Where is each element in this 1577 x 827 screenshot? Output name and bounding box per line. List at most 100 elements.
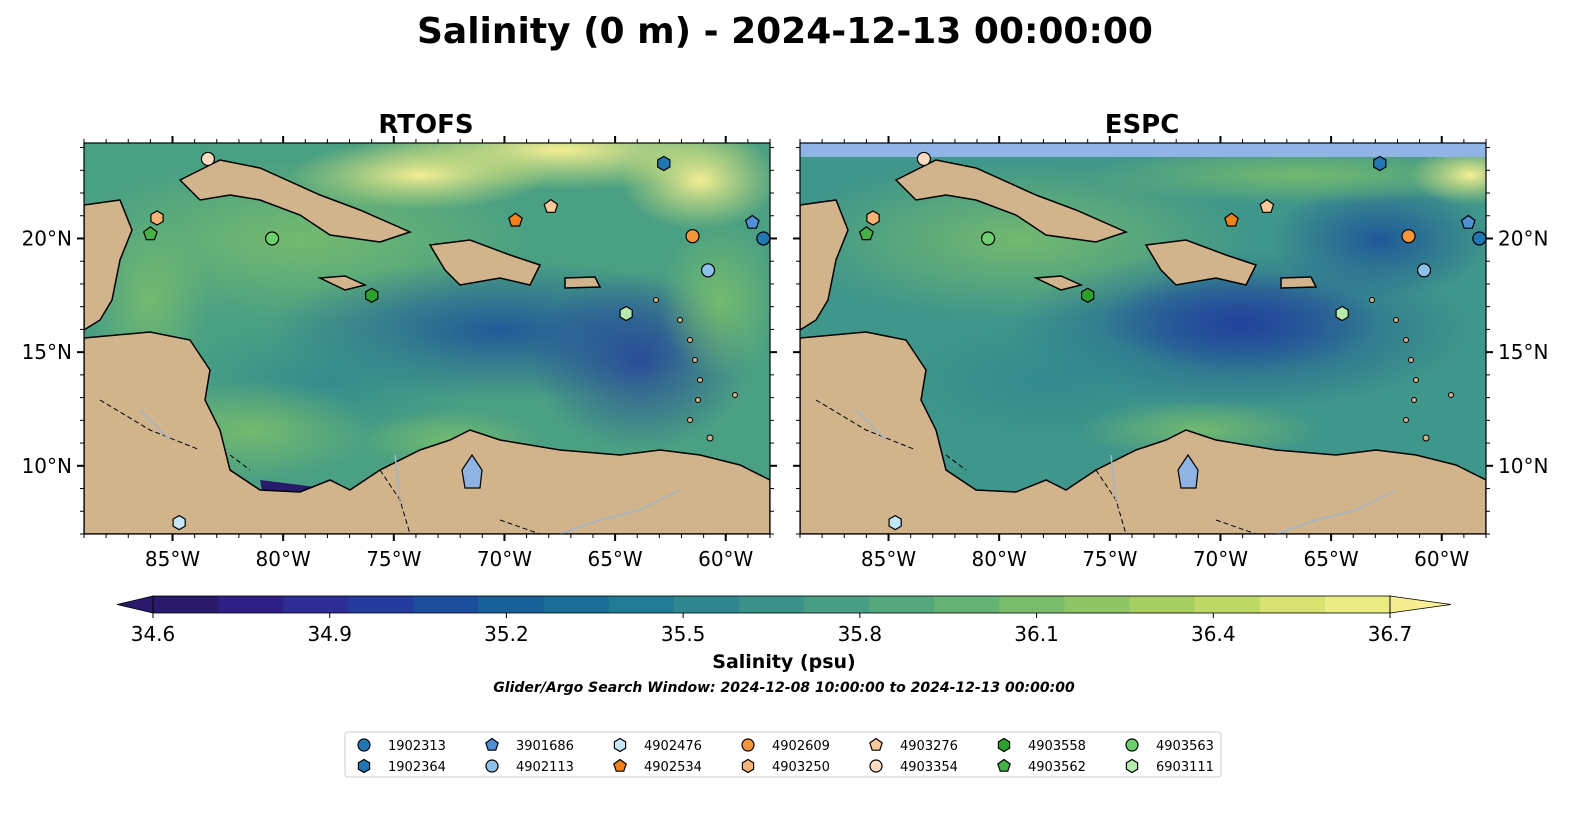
platform-4902113-marker-espc: [1416, 263, 1432, 278]
lat-tick-label: 10°N: [22, 454, 72, 478]
legend-1902364-label: 1902364: [388, 760, 446, 775]
lat-tick-label: 20°N: [22, 226, 72, 250]
axis-ticks-rtofs: 85°W 80°W 75°W 70°W 65°W 60°W 20°N 15°N 10°N: [22, 136, 777, 571]
lake-maracaibo-espc: [1177, 453, 1199, 489]
lon-tick-label: 60°W: [1414, 547, 1469, 571]
platform-4902609-marker-rtofs: [685, 229, 700, 244]
legend-4903276-marker: [869, 737, 883, 751]
colorbar-extend-high: [1389, 595, 1452, 614]
legend-4903250-label: 4903250: [772, 760, 830, 775]
platform-1902313-marker-rtofs: [756, 231, 771, 246]
lon-tick-label: 65°W: [587, 547, 642, 571]
platform-4903558-marker-rtofs: [365, 287, 379, 303]
platform-4903354-marker-rtofs: [200, 151, 216, 167]
platform-4903558-marker-espc: [1080, 287, 1095, 303]
platform-4902534-marker-rtofs: [508, 212, 523, 227]
platform-4902476-marker-rtofs: [172, 514, 186, 531]
platform-4902476-marker-espc: [888, 514, 902, 531]
platform-1902364-marker-espc: [1373, 155, 1387, 172]
panel-espc: ESPC: [793, 110, 1548, 571]
axis-ticks-espc: 85°W 80°W 75°W 70°W 65°W 60°W 20°N 15°N 10°N: [793, 136, 1548, 571]
salinity-field-rtofs: [84, 143, 770, 534]
colorbar-cell: [478, 596, 545, 613]
colorbar-cell: [1064, 596, 1131, 613]
lesser-antilles-rtofs: [653, 297, 738, 442]
platform-1902313-marker-espc: [1472, 231, 1487, 246]
lon-tick-label: 85°W: [861, 547, 916, 571]
colorbar-cells: [153, 596, 1391, 613]
lon-tick-label: 75°W: [1082, 547, 1137, 571]
lon-tick-label: 60°W: [698, 547, 753, 571]
legend-4902476-label: 4902476: [644, 739, 702, 754]
legend-4902609-marker: [741, 738, 755, 752]
platform-4903562-marker-rtofs: [142, 226, 158, 241]
legend-4903563-label: 4903563: [1156, 739, 1214, 754]
search-window-subtitle: Glider/Argo Search Window: 2024-12-08 10…: [493, 680, 1075, 696]
colorbar-cell: [543, 596, 610, 613]
platform-4903563-marker-rtofs: [264, 231, 280, 246]
lat-tick-label: 10°N: [1498, 454, 1548, 478]
colorbar-tick-label: 34.9: [307, 622, 352, 646]
colorbar-extend-low: [116, 595, 154, 614]
platform-4903276-marker-espc: [1259, 198, 1275, 213]
colorbar-tick-label: 35.2: [484, 622, 529, 646]
legend-4903250-marker: [741, 758, 755, 774]
lon-tick-label: 85°W: [145, 547, 200, 571]
colorbar-cell: [1129, 596, 1196, 613]
colorbar-tick-label: 36.7: [1368, 622, 1413, 646]
colorbar-cell: [218, 596, 284, 613]
legend-3901686-marker: [485, 737, 499, 751]
legend-4902113-marker: [485, 759, 499, 773]
salinity-field-espc: [800, 143, 1486, 534]
legend-4903558-marker: [997, 737, 1011, 753]
colorbar-tick-label: 36.4: [1191, 622, 1236, 646]
colorbar-frame: [152, 595, 1391, 614]
platform-3901686-marker-espc: [1460, 214, 1476, 229]
colorbar-cell: [1324, 596, 1391, 613]
colorbar-cell: [283, 596, 349, 613]
land-espc: [800, 159, 1486, 534]
platform-1902364-marker-rtofs: [657, 155, 671, 172]
lake-maracaibo-rtofs: [461, 453, 483, 489]
legend-4903562-label: 4903562: [1028, 760, 1086, 775]
lon-tick-label: 65°W: [1303, 547, 1358, 571]
land-rtofs: [84, 159, 770, 534]
platform-4903563-marker-espc: [980, 231, 996, 246]
platform-4903250-marker-rtofs: [150, 210, 164, 226]
platform-4903562-marker-espc: [858, 226, 874, 241]
nodata-band-espc: [800, 143, 1486, 157]
legend-4903276-label: 4903276: [900, 739, 958, 754]
lon-tick-label: 70°W: [477, 547, 532, 571]
colorbar-cell: [673, 596, 740, 613]
colorbar: 34.6 34.9 35.2 35.5 35.8 36.1 36.4 36.7 Salinit…: [116, 595, 1452, 673]
colorbar-tick-label: 34.6: [131, 622, 176, 646]
colorbar-cell: [348, 596, 415, 613]
platform-4903250-marker-espc: [866, 210, 880, 226]
legend-4903558-label: 4903558: [1028, 739, 1086, 754]
colorbar-cell: [999, 596, 1066, 613]
legend-4902534-marker: [613, 758, 627, 772]
legend-6903111-marker: [1125, 758, 1139, 774]
lon-tick-label: 80°W: [972, 547, 1027, 571]
legend-4903562-marker: [997, 758, 1011, 772]
colorbar-cell: [413, 596, 480, 613]
legend-4903563-marker: [1125, 738, 1139, 752]
platform-3901686-marker-rtofs: [744, 214, 760, 229]
map-frame-rtofs: [83, 142, 771, 535]
legend-6903111-label: 6903111: [1156, 760, 1214, 775]
panel-rtofs: RTOFS: [22, 110, 777, 571]
platform-markers-espc: [858, 151, 1487, 531]
legend-4902534-label: 4902534: [644, 760, 702, 775]
lat-tick-label: 15°N: [22, 340, 72, 364]
legend-1902313-label: 1902313: [388, 739, 446, 754]
legend-4902609-label: 4902609: [772, 739, 830, 754]
legend-3901686-label: 3901686: [516, 739, 574, 754]
platform-legend-items: 1902313 1902364 3901686 4902113 4902476 49025…: [357, 737, 1214, 775]
platform-4902113-marker-rtofs: [700, 263, 716, 278]
colorbar-label: Salinity (psu): [712, 651, 855, 673]
platform-markers-rtofs: [142, 151, 771, 531]
platform-6903111-marker-rtofs: [619, 305, 633, 322]
legend-4903354-marker: [869, 759, 883, 773]
platform-4903354-marker-espc: [916, 151, 932, 167]
